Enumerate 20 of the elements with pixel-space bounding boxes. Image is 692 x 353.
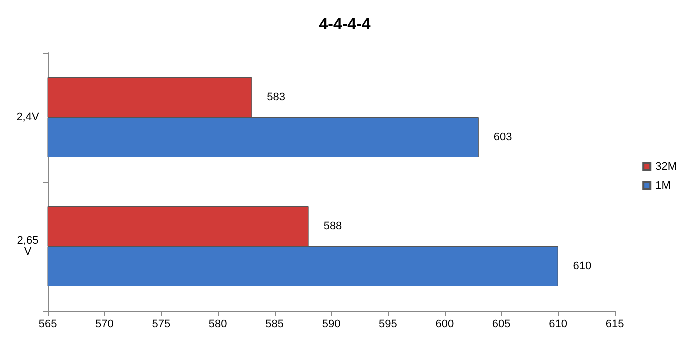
data-label: 588 (324, 220, 342, 232)
x-tick-label: 595 (379, 318, 398, 330)
x-tick-label: 565 (38, 318, 58, 330)
chart-title: 4-4-4-4 (319, 16, 371, 34)
y-tick-label: 2,4V (16, 112, 40, 124)
x-tick-label: 585 (266, 318, 284, 330)
data-label: 583 (267, 92, 286, 104)
x-tick-label: 600 (436, 318, 454, 330)
x-tick-label: 615 (606, 318, 624, 330)
legend-label: 1M (656, 180, 671, 192)
data-label: 610 (573, 260, 592, 272)
y-tick-label: 2,65 V (17, 235, 39, 258)
x-tick-label: 590 (322, 318, 341, 330)
x-tick-label: 575 (152, 318, 171, 330)
x-tick-label: 570 (96, 318, 114, 330)
legend-label: 32M (656, 161, 678, 173)
x-tick-label: 605 (492, 318, 511, 330)
data-label: 603 (494, 132, 512, 144)
x-tick-label: 610 (549, 318, 568, 330)
x-tick-label: 580 (208, 318, 228, 330)
